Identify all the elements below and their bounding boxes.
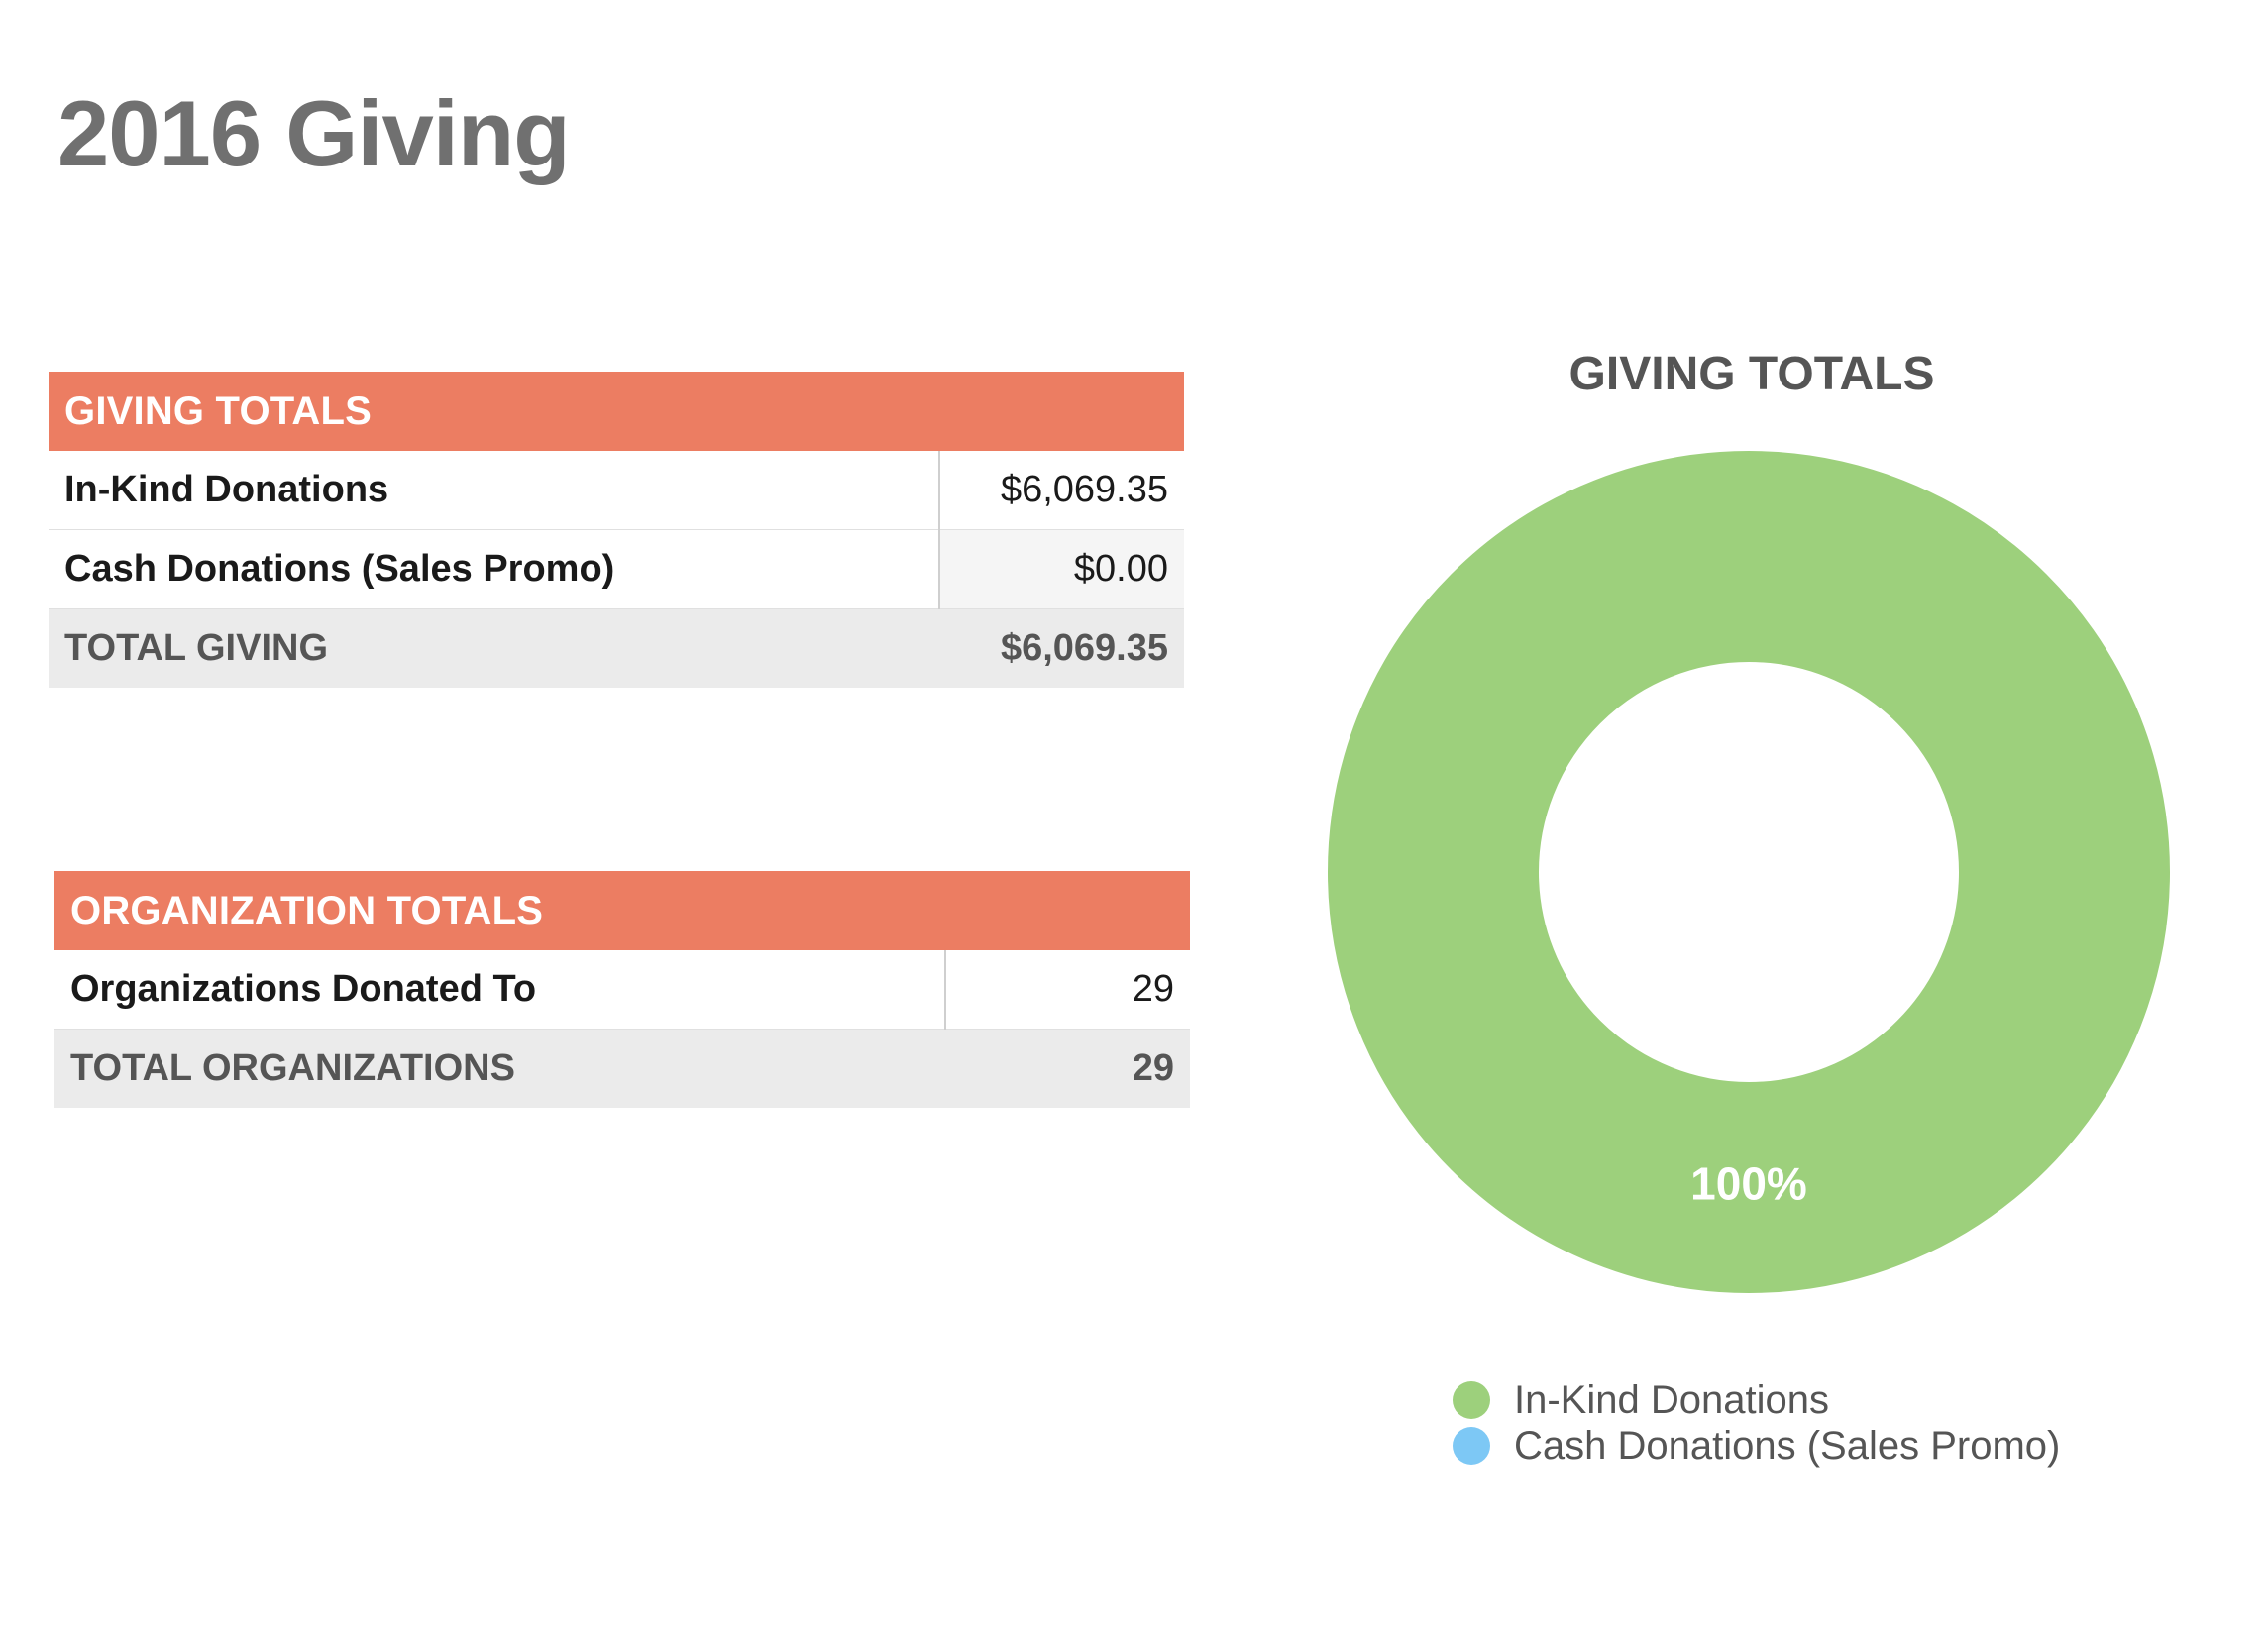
cash-donations-label: Cash Donations (Sales Promo) (49, 529, 939, 609)
table-row: Cash Donations (Sales Promo) $0.00 (49, 529, 1184, 609)
total-organizations-label: TOTAL ORGANIZATIONS (54, 1029, 945, 1108)
total-row: TOTAL ORGANIZATIONS 29 (54, 1029, 1190, 1108)
legend-swatch-cash (1453, 1427, 1490, 1465)
in-kind-value: $6,069.35 (938, 451, 1184, 530)
in-kind-label: In-Kind Donations (49, 451, 939, 530)
organizations-donated-label: Organizations Donated To (54, 950, 945, 1030)
chart-legend: In-Kind Donations Cash Donations (Sales … (1453, 1377, 2060, 1469)
legend-item-cash[interactable]: Cash Donations (Sales Promo) (1453, 1423, 2060, 1469)
legend-label-cash: Cash Donations (Sales Promo) (1514, 1423, 2061, 1468)
legend-label-in-kind: In-Kind Donations (1514, 1377, 1829, 1422)
organization-totals-table: ORGANIZATION TOTALS Organizations Donate… (54, 871, 1190, 1108)
total-giving-value: $6,069.35 (939, 608, 1184, 688)
page-title: 2016 Giving (57, 81, 571, 185)
giving-totals-header: GIVING TOTALS (49, 372, 1184, 451)
donut-data-label-in-kind: 100% (1690, 1158, 1807, 1210)
table-row: Organizations Donated To 29 (54, 950, 1190, 1030)
donut-slice-in-kind[interactable] (1328, 451, 2170, 1293)
total-organizations-value: 29 (945, 1029, 1190, 1108)
cash-donations-value: $0.00 (938, 529, 1184, 609)
table-row: In-Kind Donations $6,069.35 (49, 451, 1184, 530)
giving-donut-chart: 100% (1328, 451, 2170, 1293)
legend-item-in-kind[interactable]: In-Kind Donations (1453, 1377, 2060, 1423)
giving-totals-table: GIVING TOTALS In-Kind Donations $6,069.3… (49, 372, 1184, 688)
total-row: TOTAL GIVING $6,069.35 (49, 608, 1184, 688)
organizations-donated-value: 29 (944, 950, 1190, 1030)
chart-title: GIVING TOTALS (1568, 348, 1935, 400)
legend-swatch-in-kind (1453, 1381, 1490, 1419)
organization-totals-header: ORGANIZATION TOTALS (54, 871, 1190, 950)
total-giving-label: TOTAL GIVING (49, 608, 939, 688)
